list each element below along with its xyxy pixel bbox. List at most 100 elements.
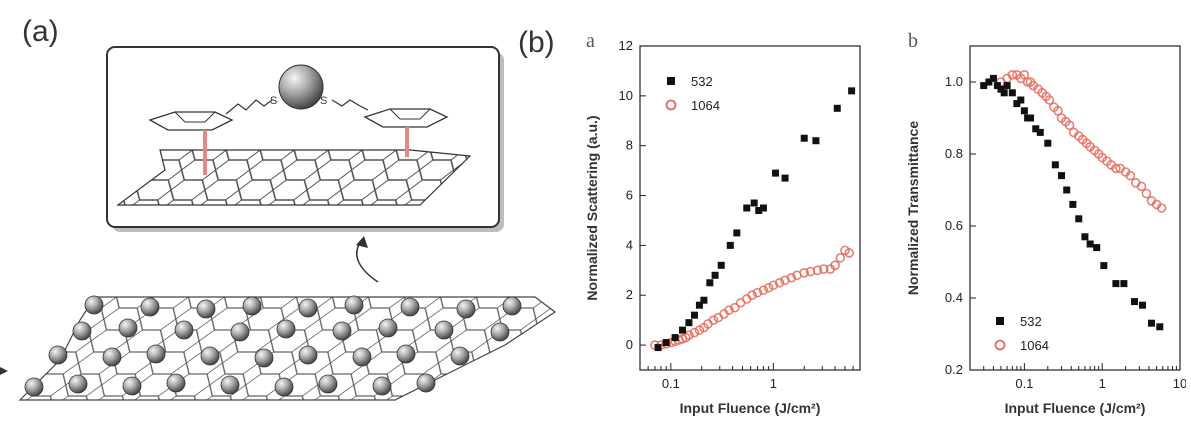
nanoparticle [274, 377, 294, 397]
data-point-532 [1013, 100, 1021, 108]
data-point-1064 [835, 253, 846, 263]
nanoparticle [140, 297, 160, 317]
nanoparticle [450, 346, 470, 366]
data-point-532 [706, 279, 714, 287]
data-point-1064 [1125, 170, 1136, 181]
legend-marker-532 [996, 317, 1004, 325]
data-point-1064 [799, 267, 810, 278]
x-axis-title: Input Fluence (J/cm²) [680, 400, 821, 416]
data-point-532 [1051, 161, 1059, 169]
chart-b-sub-label: b [908, 30, 918, 52]
sulfur-right-label: S [320, 95, 327, 107]
y-tick-label: 0.2 [945, 362, 963, 377]
nanoparticle [200, 346, 220, 366]
nanoparticle [174, 320, 194, 340]
data-point-532 [1086, 240, 1094, 248]
nanoparticle [344, 295, 364, 315]
data-point-532 [1000, 89, 1008, 97]
data-point-1064 [1064, 120, 1075, 130]
data-point-1064 [812, 265, 823, 276]
legend-label-532: 532 [691, 74, 713, 89]
data-point-532 [1017, 96, 1025, 104]
data-point-1064 [684, 330, 694, 340]
legend-label-1064: 1064 [1020, 338, 1049, 353]
gold-nanoparticle [278, 64, 324, 110]
data-point-1064 [1141, 188, 1152, 199]
data-point-532 [1003, 82, 1011, 90]
data-point-532 [1156, 323, 1164, 331]
data-point-532 [1032, 125, 1040, 133]
nanoparticle [48, 345, 68, 365]
panel-a-label: (a) [22, 15, 59, 48]
inset-graphene-sheet [116, 149, 472, 206]
nanoparticle [196, 299, 216, 319]
legend-marker-532 [667, 77, 675, 85]
data-point-532 [685, 319, 693, 327]
nanoparticle [242, 296, 262, 316]
nanoparticle [400, 297, 420, 317]
plot-frame [969, 45, 1181, 371]
y-tick-label: 10 [619, 88, 633, 103]
data-point-532 [1044, 139, 1052, 147]
data-point-1064 [689, 327, 700, 338]
data-point-532 [695, 301, 703, 309]
data-point-1064 [1007, 70, 1018, 80]
data-point-532 [711, 271, 719, 279]
data-point-1064 [747, 290, 757, 301]
y-tick-label: 4 [626, 237, 633, 252]
data-point-532 [700, 296, 708, 304]
chart-transmittance: 0.2 0.4 0.6 0.8 1.0 0.1 1 10 532 1064 Input Flu… [905, 45, 1186, 416]
nanoparticle [102, 347, 122, 367]
data-point-1064 [844, 248, 855, 258]
nanoparticle-array [24, 295, 522, 397]
nanoparticle [24, 377, 44, 397]
legend-marker-1064 [665, 99, 677, 111]
data-point-1064 [786, 272, 797, 283]
data-point-532 [1120, 280, 1128, 288]
nanoparticle [298, 298, 318, 318]
x-tick-label: 1 [770, 376, 777, 391]
data-point-1064 [818, 264, 829, 274]
y-axis-title: Normalized Transmittance [905, 121, 921, 295]
nanoparticle [396, 344, 416, 364]
nanoparticle [84, 295, 104, 315]
data-point-532 [812, 137, 820, 145]
data-point-1064 [1136, 181, 1147, 192]
data-point-532 [759, 204, 767, 212]
data-point-532 [1130, 298, 1138, 306]
nanoparticle [352, 347, 372, 367]
legend-label-532: 532 [1020, 314, 1042, 329]
data-point-532 [1008, 89, 1016, 97]
nanoparticle [118, 318, 138, 338]
x-tick-label: 10 [1173, 376, 1186, 391]
panel-a-illustration: S S [0, 46, 557, 401]
nanoparticle [276, 319, 296, 339]
nanoparticle [68, 374, 88, 394]
data-point-532 [993, 82, 1001, 90]
y-tick-label: 6 [626, 188, 633, 203]
panel-b-label: (b) [518, 26, 555, 59]
data-point-532 [690, 311, 698, 319]
nanoparticle [122, 376, 142, 396]
data-point-532 [1069, 200, 1077, 208]
y-tick-label: 1.0 [945, 74, 963, 89]
data-point-532 [772, 169, 780, 177]
data-point-532 [750, 199, 758, 207]
y-tick-label: 8 [626, 138, 633, 153]
y-tick-label: 0.8 [945, 146, 963, 161]
data-point-532 [1058, 172, 1066, 180]
y-axis-title: Normalized Scattering (a.u.) [584, 115, 600, 300]
data-point-1064 [774, 277, 785, 288]
y-tick-label: 2 [626, 287, 633, 302]
data-point-1064 [752, 287, 763, 298]
data-point-532 [980, 82, 988, 90]
data-point-532 [1020, 107, 1028, 115]
data-point-1064 [763, 282, 774, 293]
data-point-532 [1036, 128, 1044, 136]
x-axis-title: Input Fluence (J/cm²) [1005, 400, 1146, 416]
data-point-532 [733, 229, 741, 237]
nanoparticle [146, 344, 166, 364]
nanoparticle [372, 376, 392, 396]
legend-label-1064: 1064 [691, 98, 720, 113]
data-point-532 [800, 134, 808, 142]
